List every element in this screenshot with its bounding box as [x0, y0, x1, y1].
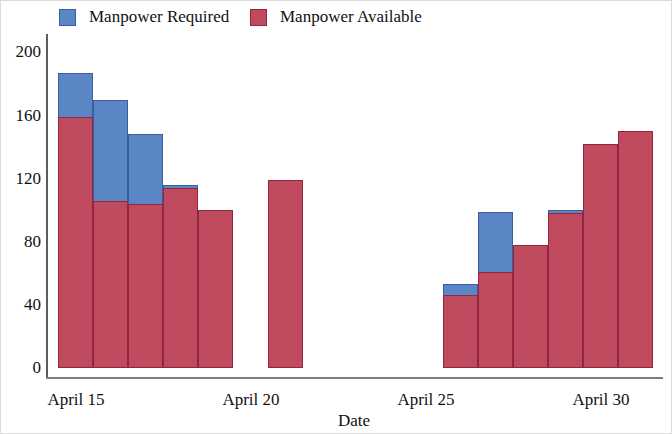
x-tick-label: April 25 — [386, 390, 466, 410]
bar-available-april-15 — [58, 117, 93, 368]
bar-available-april-29 — [548, 213, 583, 368]
x-tick-label: April 30 — [561, 390, 641, 410]
y-tick-label: 40 — [1, 295, 41, 315]
y-tick-label: 80 — [1, 232, 41, 252]
bar-available-april-16 — [93, 201, 128, 368]
bar-available-april-18 — [163, 188, 198, 368]
x-axis-title: Date — [309, 411, 399, 431]
bar-available-april-21 — [268, 180, 303, 368]
bar-available-april-26 — [443, 295, 478, 368]
legend-item-available: Manpower Available — [250, 7, 422, 27]
legend: Manpower Required Manpower Available — [1, 1, 672, 31]
available-legend-label: Manpower Available — [280, 7, 422, 27]
legend-item-required: Manpower Required — [59, 7, 229, 27]
bar-available-april-19 — [198, 210, 233, 368]
required-legend-label: Manpower Required — [89, 7, 229, 27]
y-tick-label: 120 — [1, 169, 41, 189]
y-tick-label: 200 — [1, 42, 41, 62]
bar-available-april-30 — [583, 144, 618, 368]
x-axis-spine — [46, 377, 663, 379]
bar-available-april-17 — [128, 204, 163, 368]
x-tick-label: April 15 — [36, 390, 116, 410]
y-tick-label: 0 — [1, 358, 41, 378]
x-tick-label: April 20 — [211, 390, 291, 410]
required-swatch-icon — [59, 9, 76, 26]
available-swatch-icon — [250, 9, 267, 26]
bar-available-may-1 — [618, 131, 653, 368]
chart-container: 0 40 80 120 160 200 April 15 April 20 April 25 Ap… — [0, 0, 672, 434]
y-tick-label: 160 — [1, 106, 41, 126]
y-axis-spine — [46, 34, 48, 379]
bar-available-april-27 — [478, 272, 513, 368]
bar-available-april-28 — [513, 245, 548, 368]
plot-area: 0 40 80 120 160 200 April 15 April 20 April 25 Ap… — [1, 1, 672, 434]
